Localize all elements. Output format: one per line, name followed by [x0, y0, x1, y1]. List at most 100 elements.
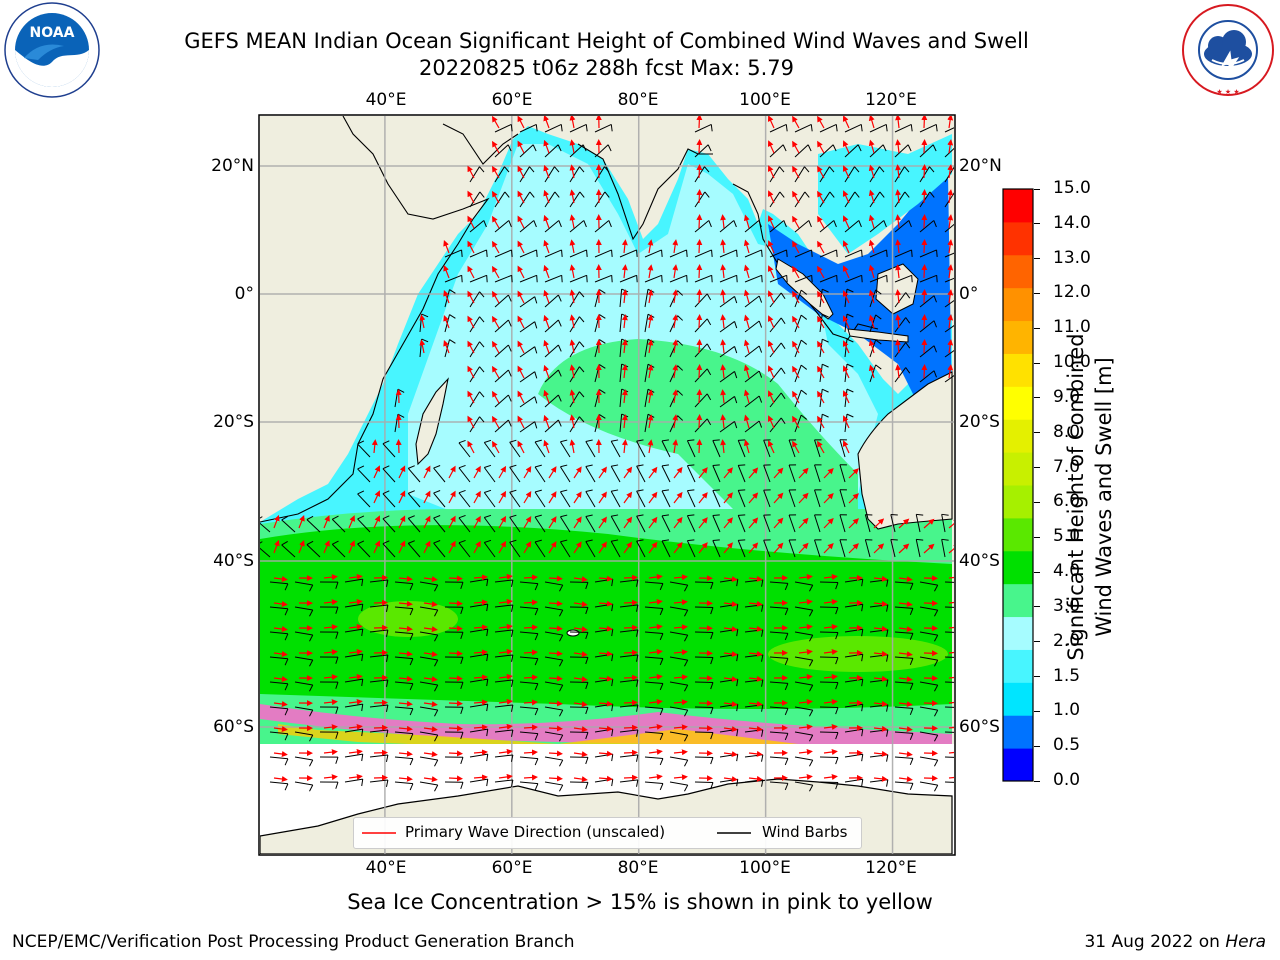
wind-barb — [890, 513, 898, 533]
wind-barb — [544, 166, 560, 183]
wave-direction-arrow — [947, 214, 954, 229]
wind-barb — [819, 706, 839, 715]
colorbar-tick-label: 10.0 — [1053, 352, 1091, 373]
wind-barb — [469, 274, 488, 283]
wave-direction-arrow — [947, 264, 954, 279]
wind-barb — [407, 465, 421, 483]
wind-barb — [719, 249, 738, 258]
wave-direction-arrow — [498, 623, 513, 630]
wind-barb — [419, 756, 439, 767]
wave-direction-arrow — [947, 189, 954, 204]
wind-barb — [444, 656, 464, 665]
wind-barb — [519, 346, 538, 358]
wave-direction-arrow — [517, 415, 525, 429]
wind-barb — [794, 756, 814, 767]
wave-direction-arrow — [448, 650, 463, 657]
wind-barb — [319, 706, 339, 714]
wind-barb — [544, 581, 564, 592]
wind-barb — [569, 781, 589, 790]
wind-barb — [394, 706, 414, 716]
wind-barb — [788, 489, 797, 508]
wind-barb — [544, 394, 562, 408]
wave-direction-arrow — [898, 726, 913, 733]
wind-barb — [294, 706, 314, 717]
wind-barb — [839, 439, 847, 458]
wave-direction-arrow — [448, 725, 463, 732]
wave-direction-arrow — [569, 116, 576, 129]
wind-barb — [585, 489, 596, 508]
wind-barb — [763, 489, 771, 508]
wave-direction-arrow — [696, 214, 703, 229]
wave-direction-arrow — [573, 626, 588, 633]
wind-barb — [294, 731, 314, 742]
wave-direction-arrow — [623, 674, 638, 681]
wave-direction-arrow — [898, 518, 910, 529]
wave-direction-arrow — [868, 139, 875, 154]
wave-direction-arrow — [623, 466, 633, 479]
wind-barb — [544, 419, 562, 433]
wind-barb — [636, 464, 646, 483]
wind-barb — [944, 781, 954, 783]
wave-direction-arrow — [423, 701, 438, 708]
wave-direction-arrow — [672, 439, 679, 454]
wind-barb — [519, 781, 539, 791]
wind-barb — [769, 606, 789, 616]
wave-direction-arrow — [798, 724, 813, 731]
wind-barb — [944, 681, 954, 683]
wave-direction-arrow — [673, 624, 688, 631]
wave-direction-arrow — [873, 725, 888, 732]
wave-direction-arrow — [569, 439, 576, 454]
wave-direction-arrow — [921, 314, 928, 329]
wind-barb — [686, 539, 696, 558]
wind-barb — [794, 144, 812, 158]
wave-direction-arrow — [467, 315, 475, 329]
wave-direction-arrow — [448, 750, 463, 757]
wind-barb — [894, 681, 914, 690]
wind-barb — [444, 681, 464, 690]
map-title: GEFS MEAN Indian Ocean Significant Heigh… — [184, 29, 1029, 53]
wind-barb — [569, 274, 588, 283]
wave-direction-arrow — [767, 265, 775, 279]
wind-barb — [644, 274, 663, 283]
wave-direction-arrow — [348, 698, 363, 705]
wave-direction-arrow — [323, 649, 338, 656]
colorbar-tick-label: 5.0 — [1053, 526, 1081, 547]
india-coast — [577, 143, 713, 241]
wave-direction-arrow — [498, 648, 513, 655]
wave-direction-arrow — [921, 116, 928, 129]
wind-barb — [294, 631, 314, 642]
wind-barb — [869, 144, 887, 158]
colorbar-segment — [1003, 485, 1033, 519]
wind-barb — [769, 731, 789, 741]
wind-barb — [864, 539, 873, 558]
wave-direction-arrow — [548, 775, 563, 782]
wind-barb — [382, 490, 396, 508]
wave-direction-arrow — [873, 650, 888, 657]
wind-barb — [644, 681, 664, 691]
wave-direction-arrow — [492, 190, 500, 204]
wave-direction-arrow — [348, 773, 363, 780]
wind-barb — [394, 681, 414, 691]
wave-direction-arrow — [517, 116, 525, 129]
wave-direction-arrow — [598, 775, 613, 782]
lon-label-top: 80°E — [617, 90, 659, 110]
wave-direction-arrow — [348, 673, 363, 680]
wind-barb — [894, 166, 910, 183]
wave-direction-arrow — [798, 574, 813, 581]
wave-direction-arrow — [767, 165, 775, 179]
wave-direction-arrow — [921, 214, 928, 229]
wind-barb — [544, 220, 562, 233]
wave-direction-arrow — [696, 139, 703, 154]
wind-barb — [394, 756, 414, 766]
wave-direction-arrow — [798, 542, 809, 554]
wave-direction-arrow — [423, 651, 438, 658]
wave-direction-arrow — [348, 723, 363, 730]
wind-barb — [544, 344, 562, 358]
wind-barb — [534, 439, 546, 458]
wave-direction-arrow — [720, 414, 727, 429]
wave-direction-arrow — [621, 364, 628, 379]
wind-barb — [919, 249, 938, 258]
wind-barb — [819, 631, 839, 640]
wind-barb — [694, 781, 714, 790]
wind-barb — [744, 274, 763, 283]
